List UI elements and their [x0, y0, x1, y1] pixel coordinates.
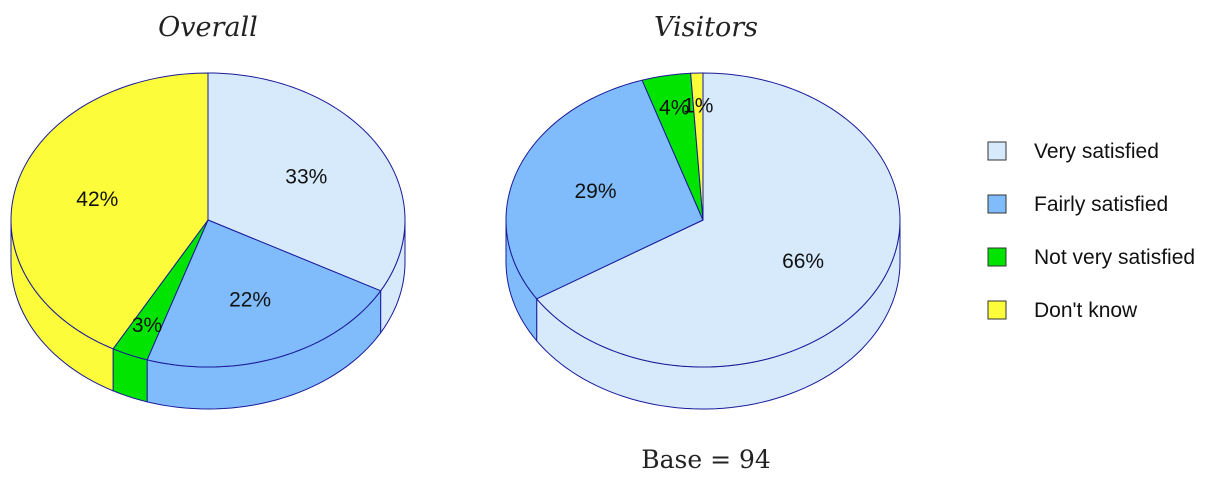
overall-slice-very-satisfied: [207, 72, 406, 292]
legend-swatch-dont-know: [987, 300, 1007, 320]
overall-slice-not-very-satisfied: [112, 219, 209, 361]
legend-swatch-fairly-satisfied: [987, 194, 1007, 214]
legend-label-fairly-satisfied: Fairly satisfied: [1034, 193, 1168, 216]
legend-item-not-very-satisfied: Not very satisfied: [987, 246, 1195, 269]
pie-title-overall: Overall: [158, 12, 258, 43]
legend-label-very-satisfied: Very satisfied: [1034, 140, 1159, 163]
legend-item-very-satisfied: Very satisfied: [987, 140, 1159, 163]
visitors-slice-very-satisfied: [535, 72, 901, 368]
overall-label-dont-know: 42%: [76, 188, 118, 211]
pie-overall: 33% 22% 3% 42%: [10, 72, 406, 410]
legend-swatch-very-satisfied: [987, 141, 1007, 161]
visitors-slice-fairly-satisfied: [505, 79, 704, 300]
overall-slice-fairly-satisfied: [146, 219, 382, 368]
pie-title-visitors: Visitors: [654, 12, 758, 43]
visitors-slice-not-very-satisfied: [641, 72, 704, 221]
legend-label-dont-know: Don't know: [1034, 299, 1138, 322]
visitors-label-very-satisfied: 66%: [782, 250, 824, 273]
visitors-label-fairly-satisfied: 29%: [574, 180, 616, 203]
overall-label-fairly-satisfied: 22%: [229, 288, 271, 311]
base-footnote: Base = 94: [641, 445, 771, 474]
legend-item-dont-know: Don't know: [987, 299, 1138, 322]
overall-slice-dont-know: [10, 72, 209, 350]
visitors-label-not-very-satisfied: 4%: [659, 96, 689, 119]
visitors-label-dont-know: 1%: [683, 94, 713, 117]
legend-item-fairly-satisfied: Fairly satisfied: [987, 193, 1168, 216]
legend: Very satisfied Fairly satisfied Not very…: [987, 140, 1195, 322]
overall-label-not-very-satisfied: 3%: [132, 314, 162, 337]
visitors-slice-dont-know: [690, 72, 704, 221]
legend-label-not-very-satisfied: Not very satisfied: [1034, 246, 1195, 269]
legend-swatch-not-very-satisfied: [987, 247, 1007, 267]
pie-visitors: 66% 29% 4%1%: [505, 72, 901, 410]
overall-label-very-satisfied: 33%: [285, 166, 327, 189]
